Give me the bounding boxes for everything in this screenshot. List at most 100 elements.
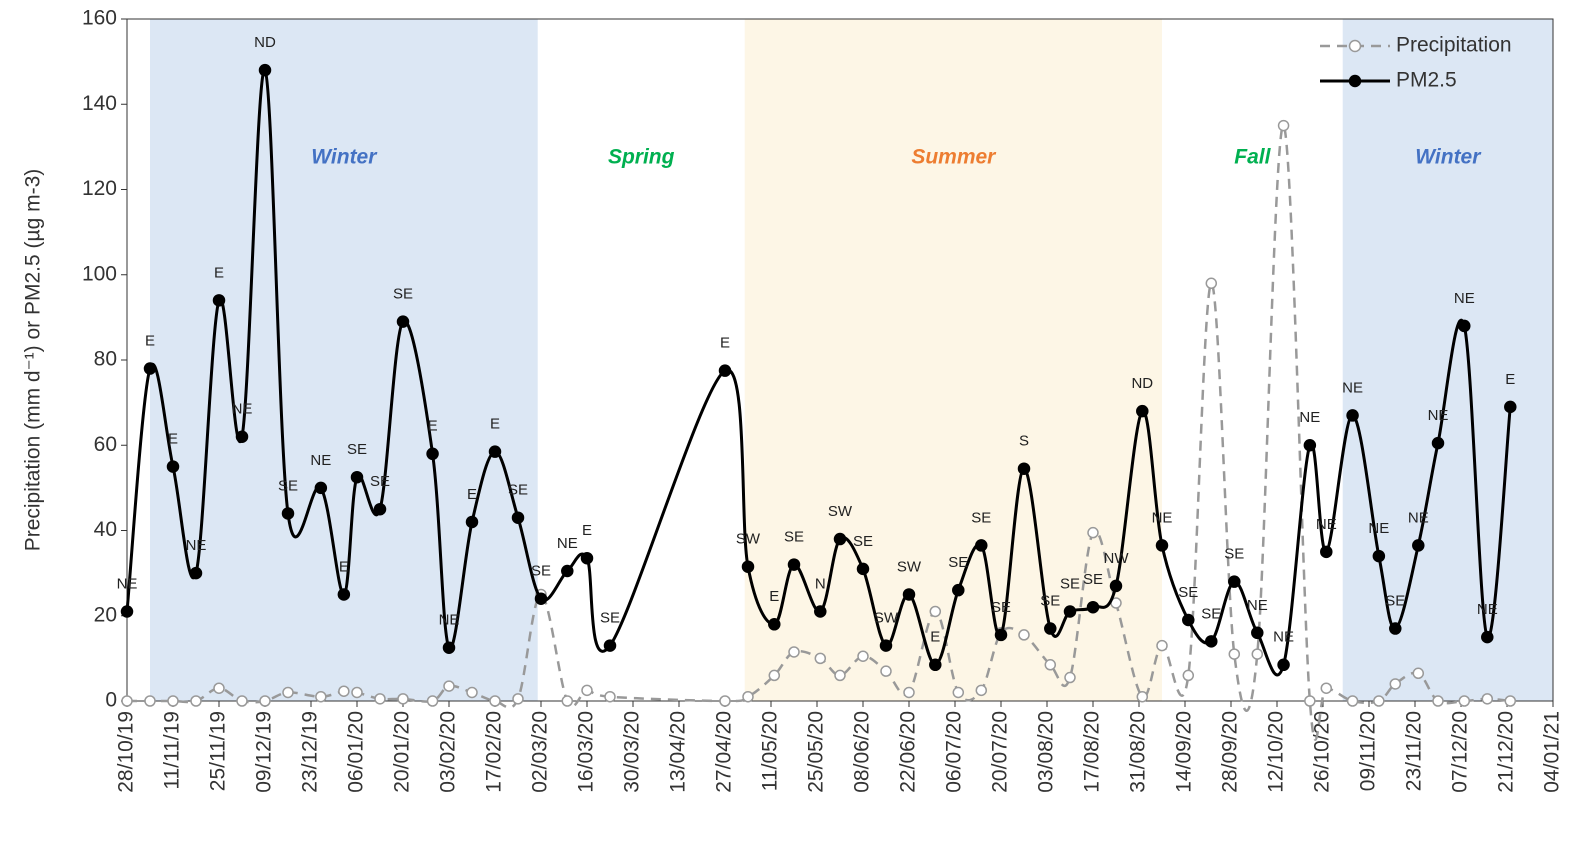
point-label: E [930,629,940,646]
point-label: SE [393,286,413,303]
x-tick-label: 11/11/19 [161,711,184,790]
data-point [994,628,1008,642]
data-point [1228,575,1241,588]
data-point [561,564,574,578]
data-point [258,63,272,77]
x-tick-label: 08/06/20 [851,711,874,793]
y-tick-label: 100 [82,262,117,285]
data-point [1304,695,1316,707]
point-label: SE [278,477,298,494]
data-point [1372,549,1386,563]
data-point [857,650,869,662]
point-label: SE [948,554,968,571]
data-point [929,658,942,672]
x-tick-label: 28/10/19 [115,711,138,793]
point-label: NE [1454,290,1475,307]
data-point [397,693,409,705]
x-tick-label: 23/12/19 [299,711,322,793]
data-point [1458,319,1471,333]
data-point [235,430,249,443]
point-label: NE [1408,509,1429,526]
data-point [1109,579,1123,593]
data-point [236,695,248,707]
data-point [1277,119,1290,132]
data-point [787,558,801,571]
data-point [1320,545,1333,559]
data-point [1432,695,1444,707]
data-point [1389,622,1402,635]
x-tick-label: 12/10/20 [1265,711,1288,793]
data-point [1504,400,1517,414]
data-point [975,539,988,552]
season-label: Summer [911,146,997,169]
data-point [1136,404,1149,418]
data-point [856,562,870,576]
point-label: E [467,486,477,503]
x-tick-label: 22/06/20 [897,711,920,793]
y-tick-label: 40 [94,518,117,541]
x-tick-label: 20/01/20 [391,711,414,793]
data-point [903,686,915,699]
x-tick-label: 06/01/20 [345,711,368,793]
data-point [768,618,781,631]
data-point [1044,622,1057,635]
data-point [1412,667,1425,680]
data-point [489,695,501,707]
data-point [1504,695,1517,707]
x-tick-label: 17/02/20 [483,711,506,793]
x-tick-label: 27/04/20 [713,711,736,793]
x-tick-label: 17/08/20 [1081,711,1104,793]
point-label: NE [439,612,460,629]
data-point [975,684,988,697]
data-point [259,695,271,707]
point-label: SE [1201,605,1221,622]
point-label: N [815,575,826,592]
x-tick-label: 23/11/20 [1403,711,1426,791]
data-point [488,445,502,458]
data-point [282,686,294,699]
point-label: SE [1060,575,1080,592]
data-point [121,695,133,707]
data-point [373,502,387,516]
season-label: Spring [608,146,675,169]
point-label: E [214,264,224,281]
point-label: SE [1224,546,1244,563]
point-label: SE [991,599,1011,616]
point-label: NE [1299,409,1320,426]
data-point [902,588,916,601]
point-label: SE [370,473,390,490]
x-tick-label: 02/03/20 [529,711,552,793]
point-label: SW [897,558,922,575]
data-point [581,684,593,697]
data-point [213,682,225,694]
data-point [1481,630,1494,644]
data-point [1086,600,1100,614]
data-point [338,685,350,697]
point-label: NE [1368,520,1389,537]
x-tick-label: 31/08/20 [1127,711,1150,793]
data-point [167,695,179,707]
data-point [1017,462,1031,475]
x-tick-label: 09/12/19 [253,711,276,793]
data-point [741,560,755,573]
season-label: Fall [1234,146,1271,169]
data-point [1346,409,1359,422]
x-tick-label: 04/01/21 [1541,711,1564,793]
data-point [1389,678,1402,690]
data-point [426,695,439,707]
data-point [604,690,616,703]
season-band [1342,19,1553,701]
x-tick-label: 14/09/20 [1173,711,1196,793]
point-label: NE [232,401,253,418]
data-point [120,605,134,618]
x-tick-label: 09/11/20 [1357,711,1380,791]
season-label: Winter [311,146,378,169]
point-label: NE [1247,597,1268,614]
point-label: ND [1131,375,1153,392]
data-point [465,515,479,529]
point-label: NE [1152,509,1173,526]
data-point [1063,605,1077,618]
data-point [512,693,524,705]
point-label: SE [784,529,804,546]
